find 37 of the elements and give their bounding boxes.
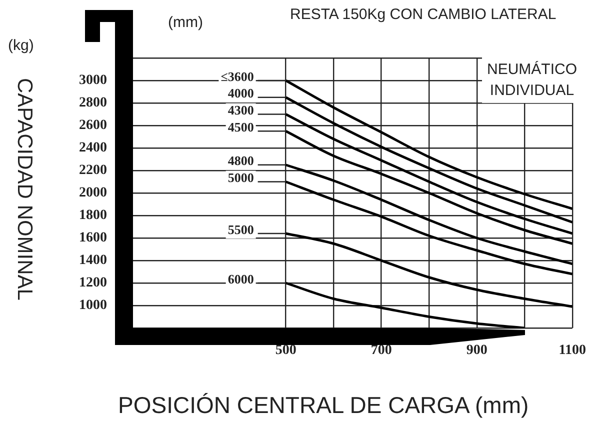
text: 6000: [228, 271, 254, 286]
annotation: NEUMÁTICO INDIVIDUAL: [482, 57, 582, 103]
text: 5500: [228, 222, 254, 237]
y-tick-label: 2600: [79, 118, 107, 134]
text: 5000: [228, 170, 254, 186]
line-series: [284, 180, 572, 276]
x-tick-label: 900: [466, 343, 488, 358]
y-axis-title: CAPACIDAD NOMINAL: [12, 78, 36, 300]
y-tick-label: 1600: [79, 230, 107, 246]
text: (kg): [8, 37, 34, 54]
y-tick-label: 2800: [79, 96, 107, 111]
y-tick-label: 1000: [79, 298, 107, 314]
text: (mm): [168, 14, 203, 31]
text: 4000: [228, 86, 254, 101]
text: 4300: [228, 102, 254, 118]
chart-title: RESTA 150Kg CON CAMBIO LATERAL: [290, 6, 556, 23]
line-series: [284, 282, 526, 328]
x-axis-title: POSICIÓN CENTRAL DE CARGA (mm): [118, 392, 529, 419]
y-tick-label: 1800: [79, 208, 107, 224]
line-series: [284, 130, 572, 245]
y-tick-label: 1200: [79, 276, 107, 291]
y-tick-label: 2200: [79, 163, 107, 178]
line-series: [284, 79, 572, 210]
text: 4500: [228, 119, 254, 134]
x-tick-label: 700: [370, 343, 392, 358]
y-tick-label: 3000: [79, 73, 107, 88]
line-series: [284, 96, 572, 224]
line-series: [284, 164, 572, 266]
y-tick-label: 2000: [79, 186, 107, 201]
x-tick-label: 1100: [558, 343, 586, 358]
y-tick-label: 1400: [79, 253, 107, 268]
text: ≤3600: [220, 68, 254, 84]
x-tick-label: 500: [275, 343, 296, 358]
y-tick-label: 2400: [79, 140, 107, 156]
line-series: [284, 232, 572, 308]
text: 4800: [228, 153, 254, 168]
line-series: [284, 113, 572, 235]
